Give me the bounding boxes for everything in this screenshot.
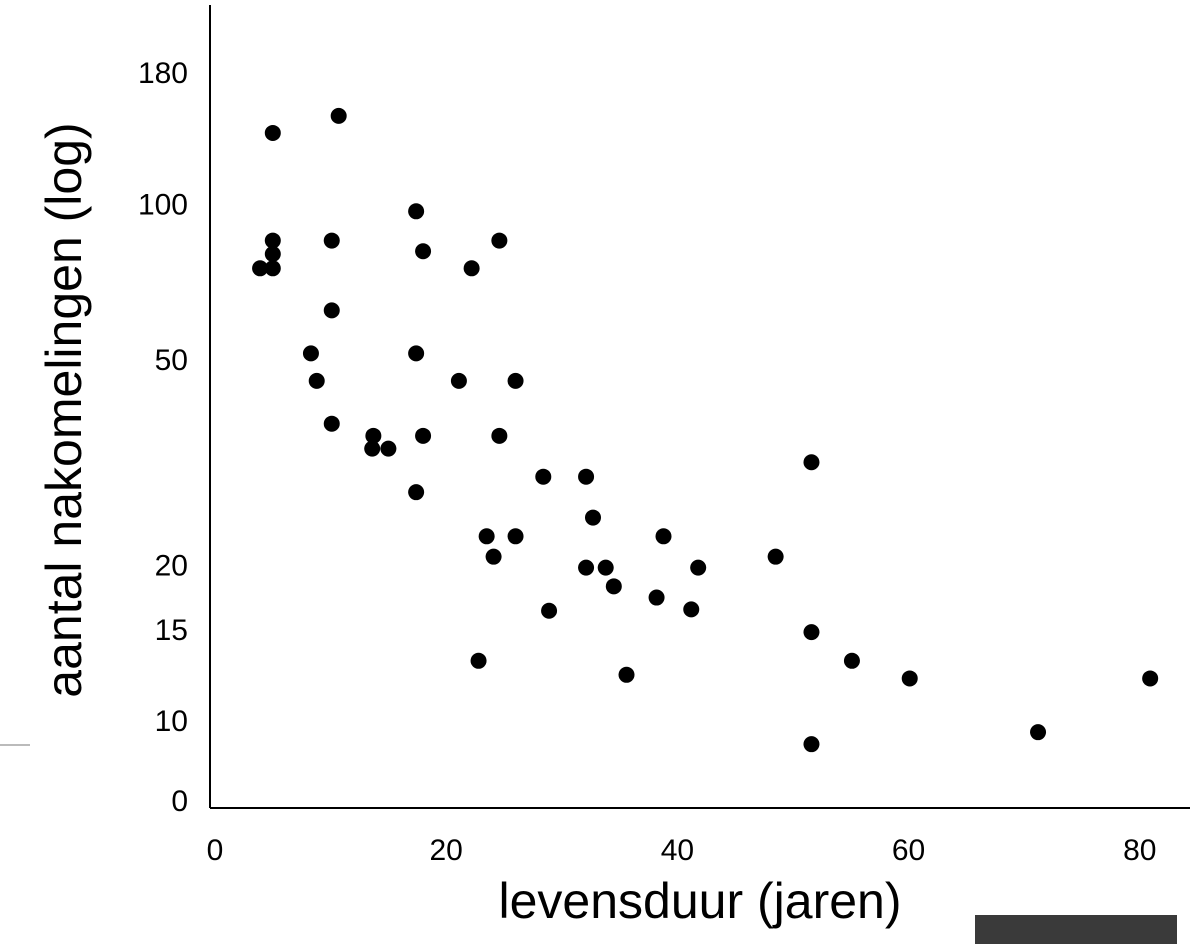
point xyxy=(408,345,425,362)
x-tick-label: 20 xyxy=(430,834,463,867)
point xyxy=(365,427,382,444)
point xyxy=(264,246,281,263)
point xyxy=(323,232,340,249)
point xyxy=(1030,724,1047,741)
point xyxy=(415,427,432,444)
point xyxy=(491,427,508,444)
y-tick-label: 10 xyxy=(155,705,188,738)
point xyxy=(408,484,425,501)
point xyxy=(618,666,635,683)
point xyxy=(252,260,269,277)
x-axis-label: levensduur (jaren) xyxy=(499,873,902,929)
point xyxy=(364,440,381,457)
point xyxy=(308,372,325,389)
point xyxy=(1142,670,1159,687)
x-tick-label: 80 xyxy=(1123,834,1156,867)
point xyxy=(803,624,820,641)
point xyxy=(578,468,595,485)
y-tick-label: 50 xyxy=(155,344,188,377)
point xyxy=(535,468,552,485)
point xyxy=(803,736,820,753)
point xyxy=(597,559,614,576)
point xyxy=(767,548,784,565)
point xyxy=(655,528,672,545)
y-axis-label: aantal nakomelingen (log) xyxy=(36,122,92,697)
x-tick-label: 40 xyxy=(661,834,694,867)
point xyxy=(507,372,524,389)
point xyxy=(450,372,467,389)
point xyxy=(578,559,595,576)
point xyxy=(901,670,918,687)
point xyxy=(323,415,340,432)
point xyxy=(485,548,502,565)
point xyxy=(264,232,281,249)
point xyxy=(491,232,508,249)
x-tick-label: 60 xyxy=(892,834,925,867)
point xyxy=(415,243,432,260)
y-tick-label: 15 xyxy=(155,614,188,647)
point xyxy=(507,528,524,545)
point xyxy=(690,559,707,576)
point xyxy=(380,440,397,457)
point xyxy=(605,578,622,595)
point xyxy=(843,652,860,669)
y-tick-label: 0 xyxy=(171,785,188,818)
point xyxy=(470,652,487,669)
point xyxy=(264,260,281,277)
point xyxy=(302,345,319,362)
point xyxy=(803,454,820,471)
point xyxy=(463,260,480,277)
point xyxy=(323,302,340,319)
x-tick-label: 0 xyxy=(207,834,224,867)
point xyxy=(408,203,425,220)
point xyxy=(478,528,495,545)
point xyxy=(584,509,601,526)
point xyxy=(264,124,281,141)
y-tick-label: 180 xyxy=(138,57,188,90)
photo-fragment xyxy=(975,915,1177,944)
point xyxy=(541,602,558,619)
point xyxy=(683,601,700,618)
y-tick-label: 100 xyxy=(138,189,188,222)
y-tick-label: 20 xyxy=(155,550,188,583)
point xyxy=(648,589,665,606)
point xyxy=(330,107,347,124)
